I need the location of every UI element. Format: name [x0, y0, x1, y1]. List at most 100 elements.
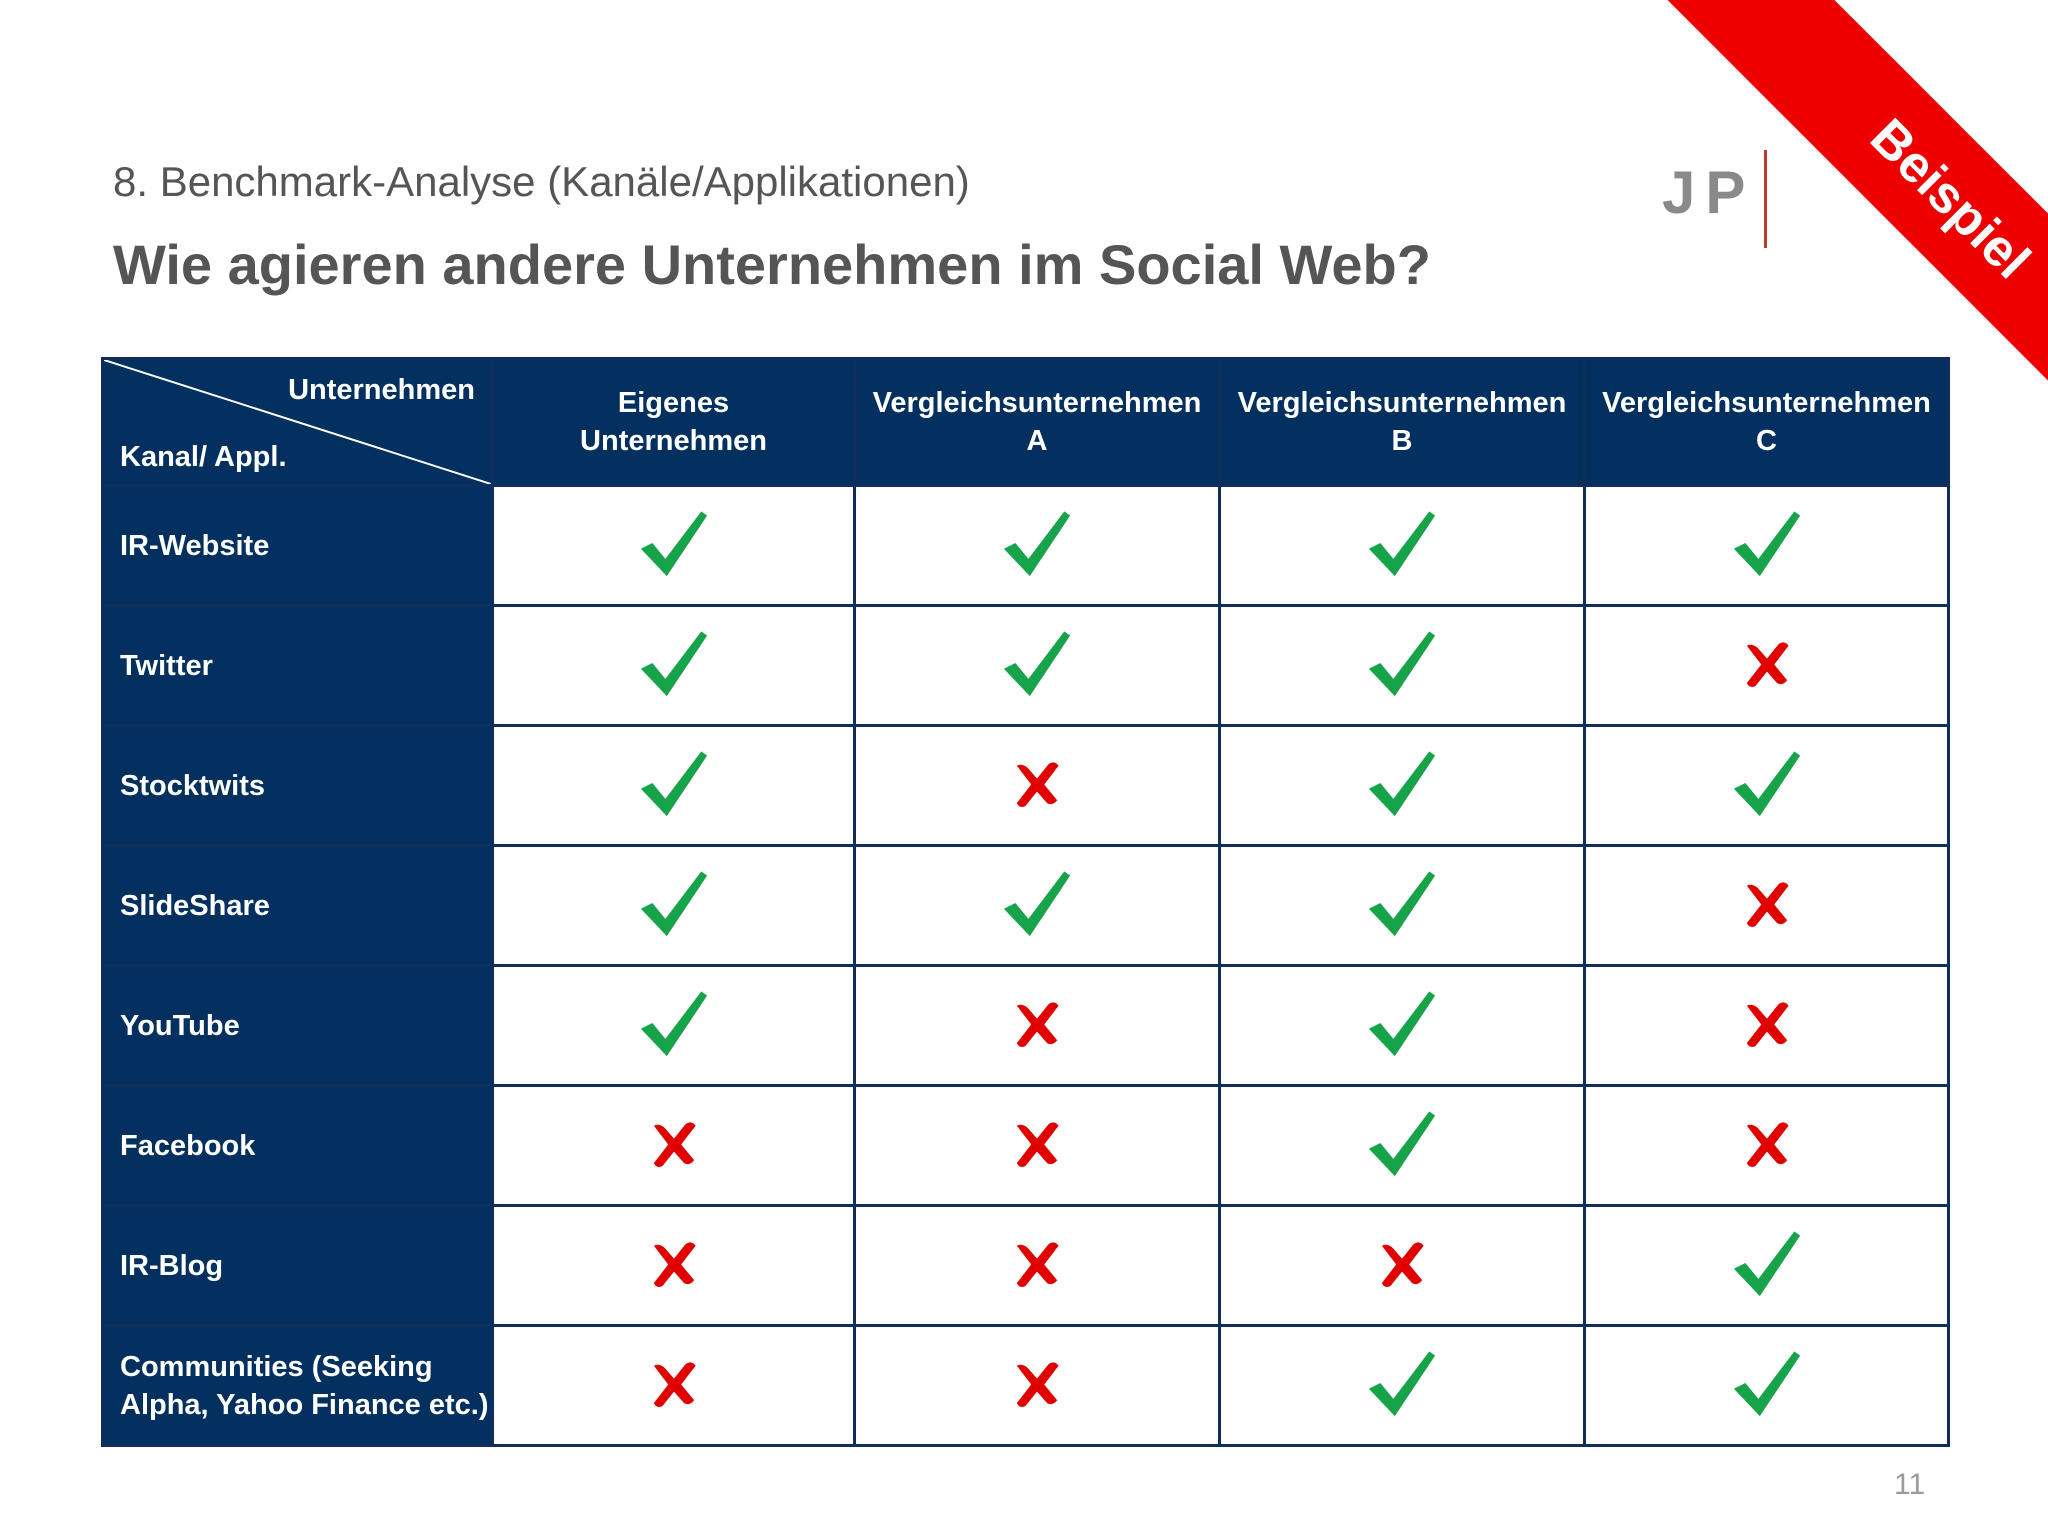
green-checkmark-icon — [1733, 1351, 1800, 1417]
green-checkmark-icon — [1368, 631, 1436, 697]
status-cell — [1583, 484, 1950, 607]
green-checkmark-icon — [1003, 631, 1071, 697]
red-cross-icon — [1016, 762, 1059, 807]
table-row: IR-Website — [101, 484, 1950, 607]
status-cell — [1583, 724, 1950, 847]
status-cell — [1583, 1084, 1950, 1207]
table-body: IR-Website Twitter Stocktwits SlideShare You… — [101, 484, 1950, 1447]
table-row: YouTube — [101, 964, 1950, 1087]
status-cell — [853, 1324, 1221, 1447]
status-cell — [491, 1324, 856, 1447]
red-cross-icon — [1016, 1122, 1059, 1167]
red-cross-icon — [1746, 642, 1789, 687]
green-checkmark-icon — [1368, 1111, 1436, 1177]
status-cell — [1583, 1324, 1950, 1447]
table-row: Communities (Seeking Alpha, Yahoo Financ… — [101, 1324, 1950, 1447]
status-cell — [491, 604, 856, 727]
status-cell — [1583, 844, 1950, 967]
status-cell — [853, 1204, 1221, 1327]
row-label: IR-Website — [101, 484, 494, 607]
green-checkmark-icon — [1368, 1351, 1436, 1417]
corner-label-channels: Kanal/ Appl. — [120, 441, 287, 473]
table-row: Twitter — [101, 604, 1950, 727]
green-checkmark-icon — [1368, 751, 1436, 817]
table-row: IR-Blog — [101, 1204, 1950, 1327]
red-cross-icon — [1016, 1242, 1059, 1287]
status-cell — [853, 604, 1221, 727]
logo-divider — [1764, 150, 1767, 248]
status-cell — [1218, 1324, 1586, 1447]
column-header-line1: Vergleichsunternehmen — [1602, 387, 1931, 419]
green-checkmark-icon — [640, 511, 707, 577]
column-header-line2: C — [1756, 425, 1777, 457]
column-header-line2: Unternehmen — [580, 425, 767, 457]
status-cell — [491, 1084, 856, 1207]
row-label: Stocktwits — [101, 724, 494, 847]
status-cell — [853, 964, 1221, 1087]
green-checkmark-icon — [1003, 511, 1071, 577]
row-label: Communities (Seeking Alpha, Yahoo Financ… — [101, 1324, 494, 1447]
red-cross-icon — [1746, 1122, 1789, 1167]
green-checkmark-icon — [640, 631, 707, 697]
section-subtitle: 8. Benchmark-Analyse (Kanäle/Applikation… — [113, 158, 970, 205]
status-cell — [1583, 1204, 1950, 1327]
status-cell — [853, 844, 1221, 967]
status-cell — [491, 964, 856, 1087]
status-cell — [1218, 964, 1586, 1087]
row-label: Facebook — [101, 1084, 494, 1207]
green-checkmark-icon — [1733, 751, 1800, 817]
header-row: Unternehmen Kanal/ Appl. Eigenes Unterne… — [101, 357, 1950, 487]
company-logo: JP — [1662, 159, 1756, 226]
status-cell — [1218, 604, 1586, 727]
column-header: Vergleichsunternehmen C — [1583, 357, 1950, 487]
green-checkmark-icon — [640, 871, 707, 937]
green-checkmark-icon — [640, 751, 707, 817]
ribbon-label: Beispiel — [1858, 107, 2042, 291]
status-cell — [853, 724, 1221, 847]
red-cross-icon — [1746, 882, 1789, 927]
row-label: IR-Blog — [101, 1204, 494, 1327]
column-header-line1: Eigenes — [617, 387, 730, 419]
green-checkmark-icon — [1368, 871, 1436, 937]
green-checkmark-icon — [640, 991, 707, 1057]
red-cross-icon — [653, 1362, 696, 1407]
benchmark-table: Unternehmen Kanal/ Appl. Eigenes Unterne… — [101, 357, 1950, 1447]
status-cell — [1218, 844, 1586, 967]
column-header-line1: Vergleichsunternehmen — [1237, 387, 1567, 419]
diagonal-line — [104, 360, 491, 484]
page-number: 11 — [1894, 1468, 1926, 1501]
red-cross-icon — [1746, 1002, 1789, 1047]
column-header: Vergleichsunternehmen B — [1218, 357, 1586, 487]
status-cell — [491, 484, 856, 607]
green-checkmark-icon — [1003, 871, 1071, 937]
row-label: Twitter — [101, 604, 494, 727]
column-header: Eigenes Unternehmen — [491, 357, 856, 487]
table-row: Stocktwits — [101, 724, 1950, 847]
status-cell — [1218, 1084, 1586, 1207]
red-cross-icon — [653, 1242, 696, 1287]
column-header-line2: B — [1391, 425, 1413, 457]
status-cell — [1218, 484, 1586, 607]
green-checkmark-icon — [1733, 511, 1800, 577]
corner-label-companies: Unternehmen — [288, 374, 475, 406]
status-cell — [1583, 964, 1950, 1087]
status-cell — [853, 484, 1221, 607]
red-cross-icon — [653, 1122, 696, 1167]
green-checkmark-icon — [1733, 1231, 1800, 1297]
status-cell — [491, 1204, 856, 1327]
green-checkmark-icon — [1368, 991, 1436, 1057]
slide-title: Wie agieren andere Unternehmen im Social… — [113, 233, 1431, 296]
green-checkmark-icon — [1368, 511, 1436, 577]
column-header: Vergleichsunternehmen A — [853, 357, 1221, 487]
column-header-line1: Vergleichsunternehmen — [872, 387, 1202, 419]
row-label: YouTube — [101, 964, 494, 1087]
table-row: SlideShare — [101, 844, 1950, 967]
row-label: SlideShare — [101, 844, 494, 967]
table-row: Facebook — [101, 1084, 1950, 1207]
status-cell — [1218, 1204, 1586, 1327]
column-header-line2: A — [1026, 425, 1048, 457]
red-cross-icon — [1381, 1242, 1424, 1287]
red-cross-icon — [1016, 1362, 1059, 1407]
status-cell — [1583, 604, 1950, 727]
